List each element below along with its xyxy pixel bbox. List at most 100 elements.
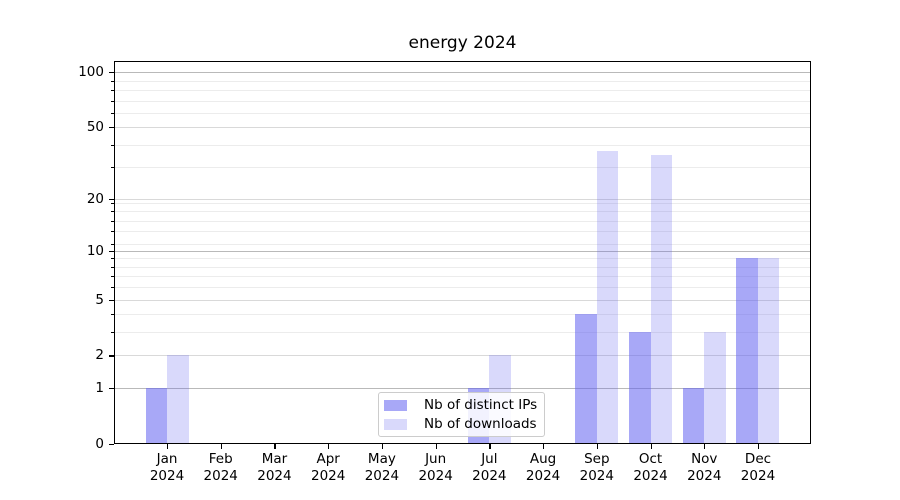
gridline-major [114,388,811,390]
gridline-major [114,198,811,200]
y-minor-tick-mark [111,231,114,233]
y-minor-tick-mark [111,80,114,82]
y-minor-tick-mark [111,276,114,278]
x-tick-mark [596,444,598,449]
gridline-minor [114,243,811,245]
y-tick-label: 0 [95,436,104,452]
y-tick-label: 100 [78,64,104,81]
gridline-major [114,299,811,301]
gridline-minor [114,220,811,222]
y-minor-tick-mark [111,220,114,222]
gridline-minor [114,287,811,289]
bar-downloads [167,355,189,444]
legend-label: Nb of downloads [424,416,537,432]
x-tick-mark [704,444,706,449]
y-tick-mark [109,355,114,357]
x-tick-label: Apr 2024 [310,451,346,484]
y-minor-tick-mark [111,314,114,316]
chart-title: energy 2024 [408,33,517,53]
y-minor-tick-mark [111,167,114,169]
x-tick-mark [435,444,437,449]
y-tick-label: 1 [95,380,104,397]
gridline-minor [114,100,811,102]
x-tick-label: May 2024 [364,451,400,484]
gridline-major [114,72,811,74]
x-tick-mark [650,444,652,449]
gridline-major [114,250,811,252]
bar-distinct-ips [575,314,597,444]
bar-downloads [596,150,619,444]
y-tick-mark [109,127,114,129]
y-minor-tick-mark [111,266,114,268]
y-minor-tick-mark [111,112,114,114]
bar-downloads [650,155,673,444]
gridline-minor [114,314,811,316]
gridline-major [114,355,811,357]
x-tick-label: Sep 2024 [579,451,614,484]
gridline-minor [114,144,811,146]
x-tick-label: Feb 2024 [203,451,238,484]
x-tick-mark [381,444,384,449]
legend-swatch-icon [384,399,407,411]
x-tick-mark [328,444,330,449]
gridline-minor [114,276,811,278]
x-tick-label: Nov 2024 [687,451,722,484]
x-tick-mark [489,444,491,449]
y-tick-mark [109,250,114,252]
bar-distinct-ips [145,388,167,444]
x-tick-label: Jan 2024 [149,451,185,484]
gridline-minor [114,258,811,260]
bar-downloads [757,258,780,444]
y-minor-tick-mark [111,89,114,91]
bar-distinct-ips [629,332,651,444]
y-minor-tick-mark [111,100,114,102]
gridline-minor [114,202,811,204]
bar-downloads [704,332,726,444]
y-tick-mark [109,444,114,446]
x-tick-mark [220,444,222,449]
gridline-minor [114,112,811,114]
x-tick-mark [757,444,760,449]
gridline-minor [114,89,811,91]
gridline-major [114,127,811,129]
y-minor-tick-mark [111,243,114,245]
bar-distinct-ips [736,258,758,444]
x-tick-mark [543,444,545,449]
y-minor-tick-mark [111,332,114,334]
gridline-minor [114,231,811,233]
x-tick-label: Jul 2024 [472,451,507,484]
y-tick-mark [109,299,114,301]
y-tick-mark [109,388,114,390]
gridline-minor [114,80,811,82]
x-tick-label: Mar 2024 [257,451,292,484]
x-tick-label: Aug 2024 [525,451,561,484]
y-tick-label: 50 [86,119,104,136]
y-tick-label: 10 [86,242,104,259]
gridline-minor [114,167,811,169]
x-tick-label: Oct 2024 [633,451,668,484]
x-tick-mark [274,444,276,449]
legend-entry: Nb of downloads [384,416,544,432]
gridline-minor [114,332,811,334]
y-minor-tick-mark [111,258,114,260]
gridline-minor [114,211,811,213]
gridline-minor [114,266,811,268]
legend-swatch-icon [384,418,407,430]
y-minor-tick-mark [111,202,114,204]
y-tick-mark [109,72,114,74]
bar-distinct-ips [682,388,705,444]
x-tick-label: Jun 2024 [418,451,453,484]
y-minor-tick-mark [111,144,114,146]
y-tick-label: 20 [86,190,104,207]
x-tick-mark [167,444,169,449]
legend: Nb of distinct IPs Nb of downloads [378,392,545,437]
y-minor-tick-mark [111,287,114,289]
y-tick-mark [109,198,114,200]
legend-entry: Nb of distinct IPs [384,397,544,413]
legend-label: Nb of distinct IPs [424,397,538,413]
y-tick-label: 5 [95,291,104,308]
y-tick-label: 2 [95,347,104,364]
y-minor-tick-mark [111,211,114,213]
x-tick-label: Dec 2024 [740,451,776,484]
